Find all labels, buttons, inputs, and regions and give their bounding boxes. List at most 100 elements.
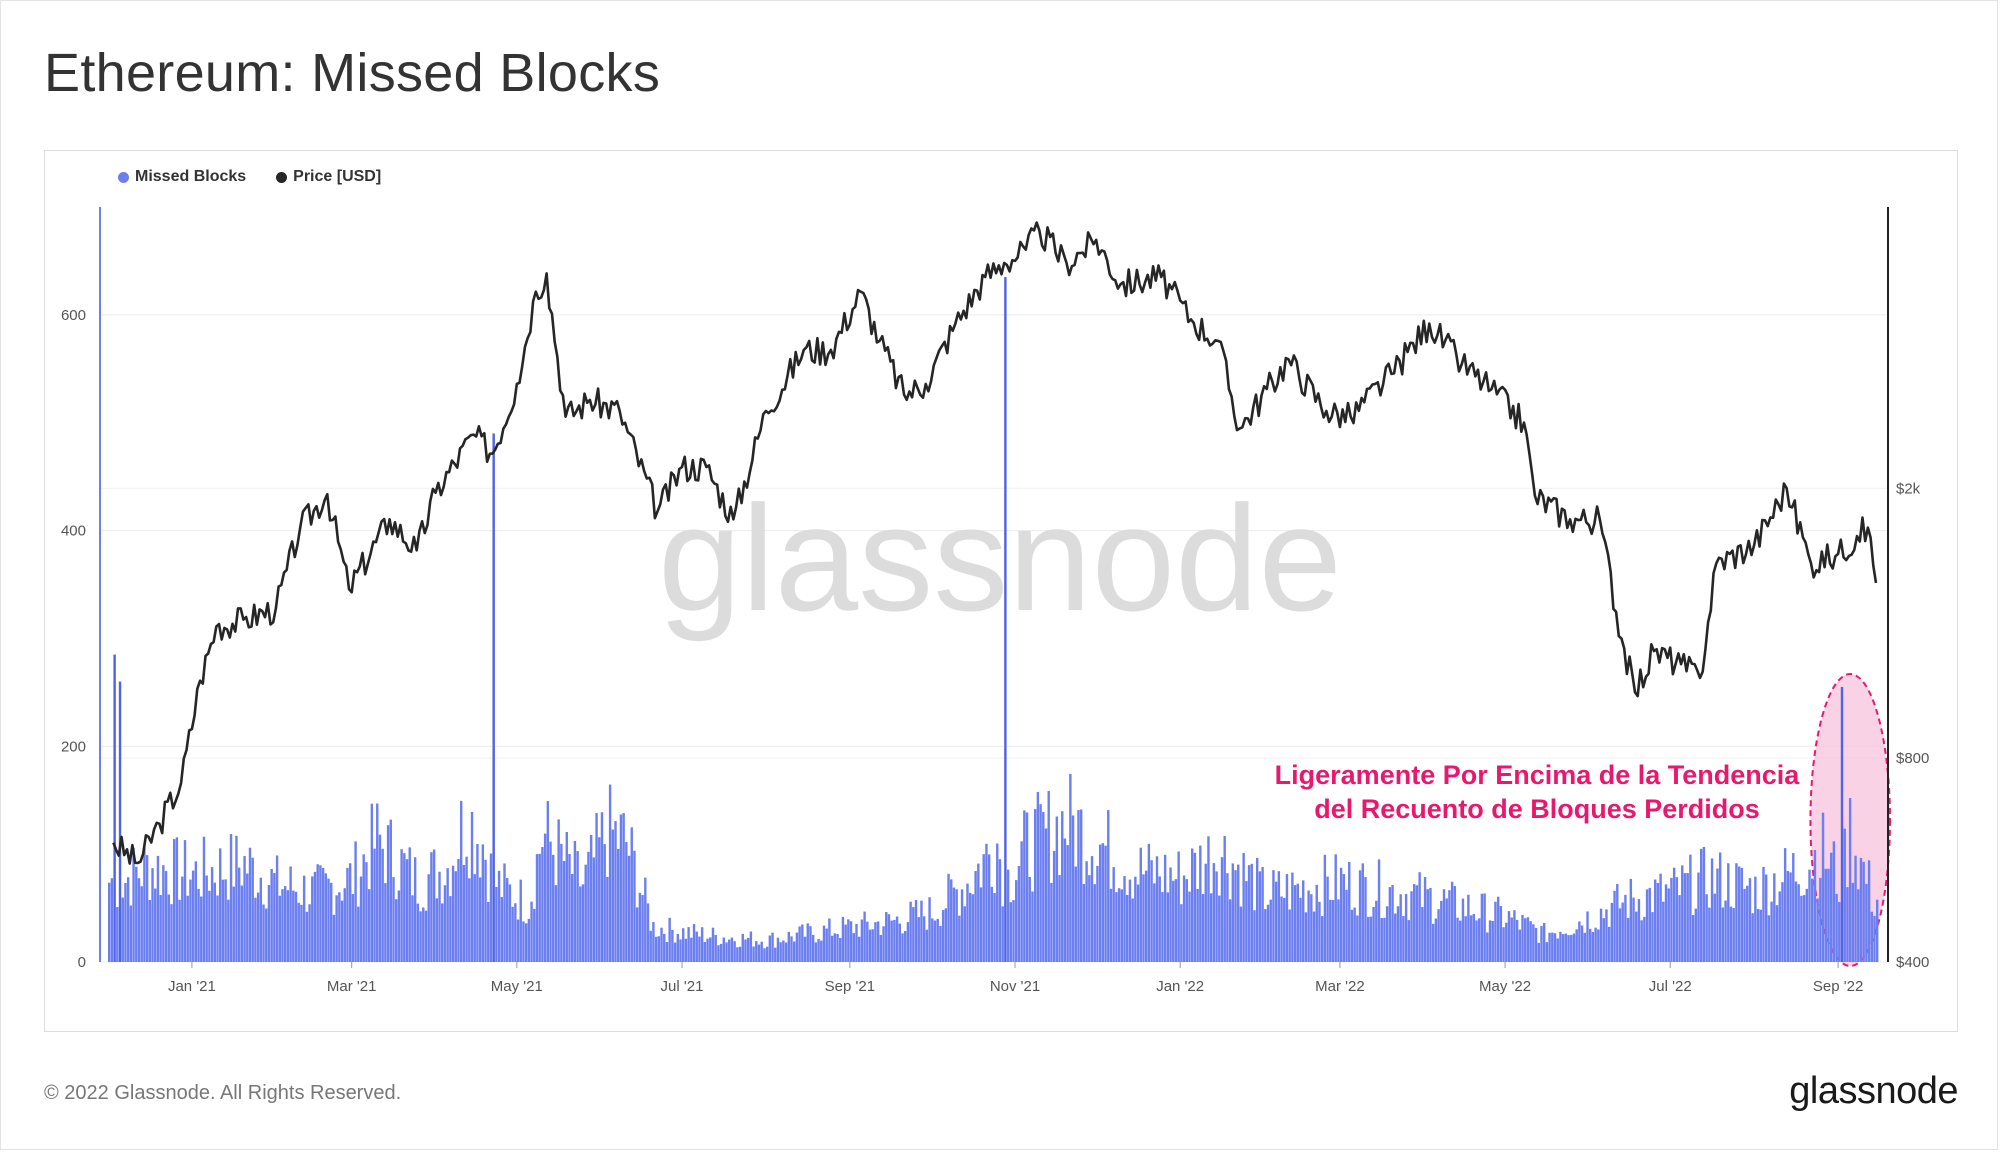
missed-blocks-bar: [1169, 867, 1172, 962]
missed-blocks-bar: [1824, 868, 1827, 962]
missed-blocks-bar: [1055, 816, 1059, 962]
missed-blocks-bar: [1245, 881, 1248, 962]
x-tick-label: Sep '21: [825, 978, 875, 995]
missed-blocks-bar: [373, 848, 376, 962]
missed-blocks-bar: [684, 938, 688, 962]
missed-blocks-bar: [546, 801, 550, 962]
missed-blocks-bar: [1269, 899, 1272, 962]
missed-blocks-bar: [993, 893, 996, 962]
missed-blocks-bar: [1478, 918, 1481, 962]
missed-blocks-bar: [400, 849, 403, 962]
missed-blocks-bar: [240, 885, 244, 962]
missed-blocks-bar: [1009, 902, 1013, 962]
missed-blocks-bar: [714, 934, 717, 962]
missed-blocks-bar: [1258, 871, 1262, 962]
missed-blocks-bar: [630, 827, 633, 962]
missed-blocks-bar: [1440, 900, 1443, 962]
legend-item-price[interactable]: Price [USD]: [276, 168, 381, 186]
missed-blocks-bar: [237, 867, 241, 962]
missed-blocks-bar: [200, 896, 203, 962]
missed-blocks-bar: [1469, 915, 1473, 962]
missed-blocks-bar: [357, 906, 360, 962]
missed-blocks-bar: [1131, 898, 1134, 962]
y-left-tick-label: 0: [78, 954, 86, 971]
missed-blocks-bar: [527, 918, 531, 962]
missed-blocks-bar: [1621, 902, 1624, 962]
missed-blocks-bar: [124, 883, 127, 962]
missed-blocks-bar: [151, 868, 154, 962]
missed-blocks-bar: [619, 814, 623, 962]
missed-blocks-bar: [960, 889, 964, 962]
missed-blocks-bar: [1396, 906, 1400, 962]
missed-blocks-bar: [1342, 874, 1346, 962]
x-tick-label: Sep '22: [1813, 978, 1863, 995]
missed-blocks-bar: [941, 910, 945, 962]
missed-blocks-bar: [709, 937, 712, 962]
missed-blocks-bar: [874, 922, 877, 962]
missed-blocks-bar: [1299, 897, 1302, 962]
missed-blocks-bar: [116, 907, 119, 962]
missed-blocks-bar: [224, 879, 227, 962]
missed-blocks-bar: [690, 937, 693, 962]
missed-blocks-bar: [459, 800, 463, 962]
missed-blocks-bar: [584, 864, 587, 962]
missed-blocks-bar: [625, 842, 628, 962]
missed-blocks-bar: [803, 936, 807, 962]
x-tick-label: Mar '22: [1315, 978, 1365, 995]
missed-blocks-bar: [1537, 942, 1540, 962]
missed-blocks-bar: [1437, 909, 1440, 962]
missed-blocks-bar: [1616, 884, 1619, 962]
missed-blocks-bar: [395, 899, 398, 962]
missed-blocks-bar: [895, 916, 899, 962]
missed-blocks-bar: [1413, 884, 1416, 962]
missed-blocks-bar: [443, 885, 447, 962]
y-right-tick-label: $400: [1896, 954, 1929, 971]
missed-blocks-bar: [1602, 918, 1605, 962]
missed-blocks-bar: [492, 433, 495, 962]
missed-blocks-bar: [822, 925, 826, 962]
missed-blocks-bar: [1052, 850, 1056, 962]
missed-blocks-bar: [581, 884, 585, 962]
missed-blocks-bar: [1510, 917, 1513, 962]
missed-blocks-bar: [449, 896, 452, 962]
missed-blocks-bar: [1475, 920, 1478, 962]
missed-blocks-bar: [465, 856, 468, 962]
missed-blocks-bar: [1737, 866, 1741, 962]
missed-blocks-bar: [1846, 887, 1849, 962]
missed-blocks-bar: [1840, 686, 1844, 962]
legend-item-missed-blocks[interactable]: Missed Blocks: [118, 168, 246, 186]
missed-blocks-bar: [543, 833, 547, 962]
missed-blocks-bar: [1811, 878, 1814, 962]
missed-blocks-bar: [386, 825, 390, 962]
missed-blocks-bar: [1718, 852, 1722, 962]
axis-layer: 0 200 400 600 $400 $800 $2k Jan '21 Mar '21 May '…: [61, 207, 1929, 995]
missed-blocks-bar: [925, 929, 929, 962]
glassnode-logo[interactable]: glassnode: [1789, 1070, 1958, 1112]
watermark: glassnode: [658, 474, 1342, 642]
missed-blocks-bar: [1756, 909, 1760, 962]
missed-blocks-bar: [1331, 899, 1335, 962]
missed-blocks-bar: [1678, 895, 1681, 962]
missed-blocks-bar: [191, 870, 195, 962]
missed-blocks-bar: [1821, 812, 1825, 962]
missed-blocks-bar: [186, 895, 189, 962]
missed-blocks-bar: [914, 899, 918, 962]
missed-blocks-bar: [1729, 906, 1733, 962]
missed-blocks-bar: [1391, 885, 1394, 962]
missed-blocks-bar: [538, 853, 541, 962]
missed-blocks-bar: [1312, 911, 1316, 962]
missed-blocks-bar: [1529, 921, 1532, 962]
missed-blocks-bar: [722, 937, 726, 962]
missed-blocks-bar: [1724, 900, 1727, 962]
missed-blocks-bar: [1770, 901, 1773, 962]
missed-blocks-bar: [617, 848, 620, 962]
missed-blocks-bar: [990, 886, 994, 962]
missed-blocks-bar: [1486, 932, 1489, 962]
missed-blocks-bar: [148, 900, 152, 962]
missed-blocks-bar: [208, 890, 211, 962]
missed-blocks-bar: [1031, 891, 1034, 962]
missed-blocks-bar: [568, 853, 571, 962]
missed-blocks-bar: [928, 897, 931, 962]
missed-blocks-bar: [172, 839, 176, 962]
